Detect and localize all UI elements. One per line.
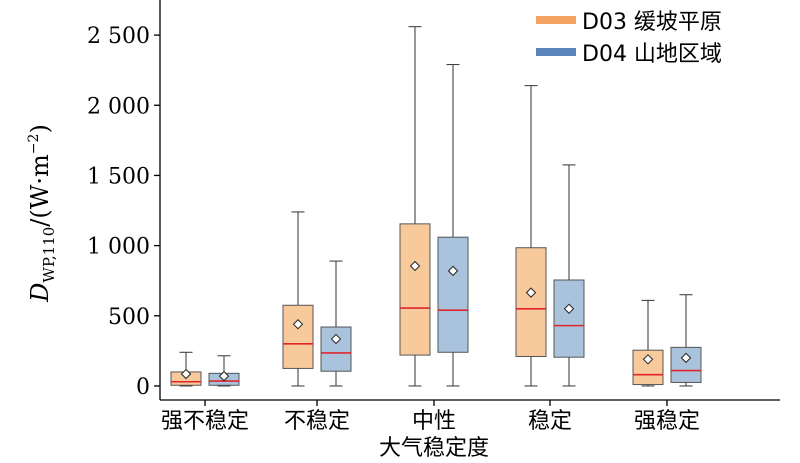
x-axis-title: 大气稳定度 bbox=[379, 436, 489, 461]
box-d03-3 bbox=[515, 247, 547, 357]
x-tick-label-2: 中性 bbox=[412, 409, 456, 434]
svg-text:DWP,110/(W·m−2): DWP,110/(W·m−2) bbox=[26, 124, 58, 303]
legend-label-d03: D03 缓坡平原 bbox=[582, 10, 722, 35]
mean-marker-d03-0 bbox=[180, 368, 192, 380]
x-tick-label-4: 强稳定 bbox=[634, 409, 700, 434]
mean-marker-d04-4 bbox=[680, 352, 692, 364]
box-d04-2 bbox=[437, 236, 469, 353]
mean-marker-d03-4 bbox=[642, 354, 654, 365]
legend-swatch-d03 bbox=[536, 16, 576, 24]
box-d04-4 bbox=[670, 346, 702, 383]
mean-marker-d03-3 bbox=[525, 287, 537, 298]
y-axis-symbol: D bbox=[26, 283, 54, 303]
y-tick-label-2000: 2 000 bbox=[87, 94, 150, 119]
y-axis-unit-open: /(W·m bbox=[26, 154, 54, 227]
x-tick-label-0: 强不稳定 bbox=[161, 409, 249, 434]
mean-marker-d04-2 bbox=[447, 265, 459, 277]
y-axis-unit-exp: −2 bbox=[26, 134, 42, 155]
mean-marker-d03-2 bbox=[409, 260, 421, 272]
legend-label-d04: D04 山地区域 bbox=[582, 42, 722, 67]
y-axis-unit-close: ) bbox=[26, 124, 54, 133]
y-tick-label-2500: 2 500 bbox=[87, 24, 150, 49]
plot-area bbox=[170, 26, 702, 387]
mean-marker-d04-0 bbox=[218, 370, 230, 382]
box-d04-3 bbox=[553, 279, 585, 358]
y-tick-label-0: 0 bbox=[136, 375, 150, 400]
y-tick-label-1000: 1 000 bbox=[87, 235, 150, 260]
y-tick-label-500: 500 bbox=[108, 305, 150, 330]
legend: D03 缓坡平原 D04 山地区域 bbox=[536, 10, 722, 67]
mean-marker-d03-1 bbox=[292, 319, 304, 330]
y-axis-subscript: WP,110 bbox=[40, 227, 58, 283]
mean-marker-d04-1 bbox=[330, 333, 342, 345]
x-tick-label-1: 不稳定 bbox=[284, 409, 350, 434]
x-tick-label-3: 稳定 bbox=[528, 409, 572, 434]
axes: 0 500 1 000 1 500 2 000 2 500 强不稳定 不稳定 中性 稳定 强稳定 bbox=[87, 0, 780, 434]
legend-swatch-d04 bbox=[536, 48, 576, 56]
box-d03-1 bbox=[282, 304, 314, 369]
y-tick-label-1500: 1 500 bbox=[87, 164, 150, 189]
box-d04-1 bbox=[320, 326, 352, 372]
box-d03-2 bbox=[399, 223, 431, 356]
mean-marker-d04-3 bbox=[563, 303, 575, 314]
y-axis-title: DWP,110/(W·m−2) bbox=[26, 124, 58, 303]
